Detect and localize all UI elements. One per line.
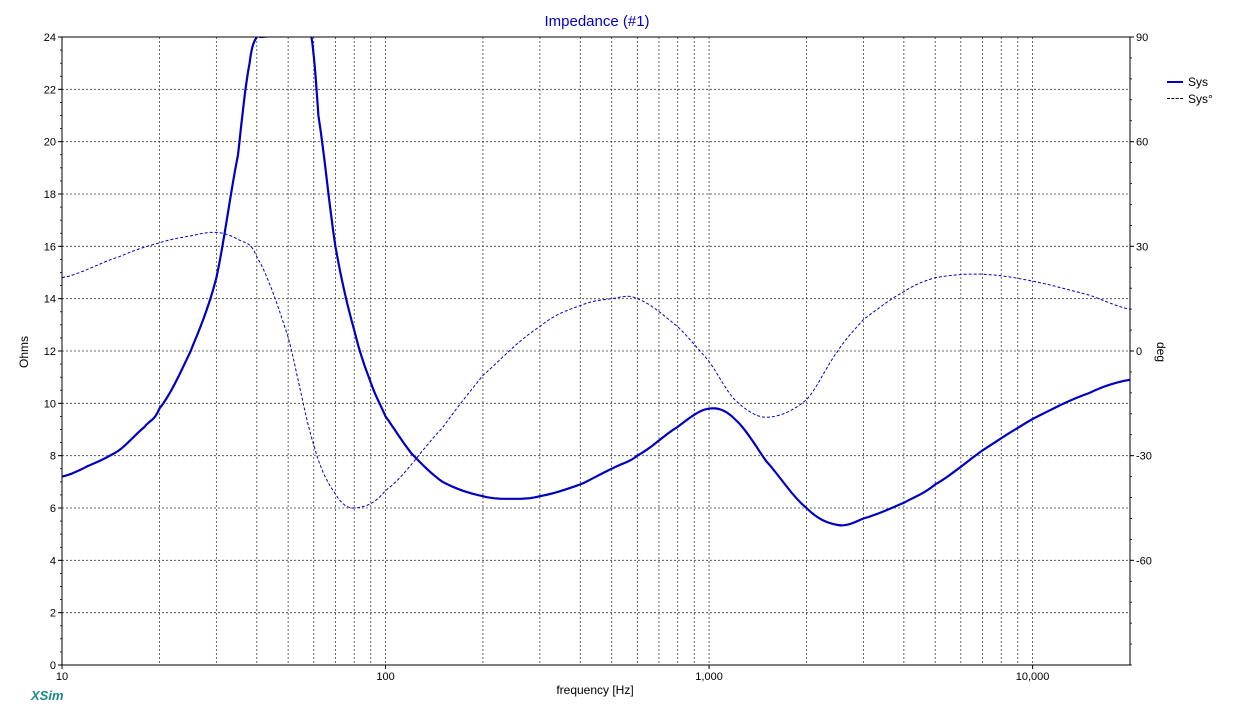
legend-label: Sys — [1188, 74, 1209, 89]
xsim-logo: XSim — [31, 688, 64, 703]
x-tick-label: 1,000 — [695, 671, 723, 683]
series-sys-phase-line — [62, 231, 1130, 509]
x-tick-label: 100 — [376, 671, 394, 683]
y-left-tick-label: 14 — [44, 294, 56, 306]
y-right-tick-label: 60 — [1136, 137, 1148, 149]
legend-item-sys: Sys — [1167, 73, 1213, 90]
grid — [62, 37, 1130, 665]
legend-swatch-solid — [1167, 80, 1183, 83]
y-axis-right-label: deg — [1154, 341, 1168, 363]
y-right-tick-label: -60 — [1136, 555, 1152, 567]
y-left-tick-label: 10 — [44, 398, 56, 410]
y-left-tick-label: 22 — [44, 84, 56, 96]
y-left-tick-label: 6 — [50, 503, 56, 515]
y-right-tick-label: 30 — [1136, 241, 1148, 253]
y-left-tick-label: 8 — [50, 451, 56, 463]
plot-frame — [61, 36, 1131, 666]
y-left-tick-label: 0 — [50, 660, 56, 672]
y-left-tick-label: 2 — [50, 608, 56, 620]
y-axis-left-label: Ohms — [17, 335, 31, 369]
x-axis-label: frequency [Hz] — [556, 683, 634, 697]
legend-item-sys-phase: Sys° — [1167, 90, 1213, 107]
x-tick-label: 10,000 — [1016, 671, 1050, 683]
series-layer — [62, 37, 1130, 527]
legend: Sys Sys° — [1167, 73, 1213, 107]
y-left-tick-label: 4 — [50, 555, 56, 567]
legend-swatch-dashed — [1167, 98, 1183, 99]
y-left-tick-label: 18 — [44, 189, 56, 201]
y-left-tick-label: 16 — [44, 241, 56, 253]
series-sys-line — [62, 37, 1130, 527]
legend-label: Sys° — [1188, 91, 1213, 106]
chart-title: Impedance (#1) — [544, 13, 650, 30]
y-left-tick-label: 24 — [44, 32, 56, 44]
x-tick-label: 10 — [56, 671, 68, 683]
y-right-tick-label: 0 — [1136, 346, 1142, 358]
y-right-tick-label: -30 — [1136, 451, 1152, 463]
y-right-tick-label: 90 — [1136, 32, 1148, 44]
y-left-tick-label: 20 — [44, 137, 56, 149]
y-left-tick-label: 12 — [44, 346, 56, 358]
